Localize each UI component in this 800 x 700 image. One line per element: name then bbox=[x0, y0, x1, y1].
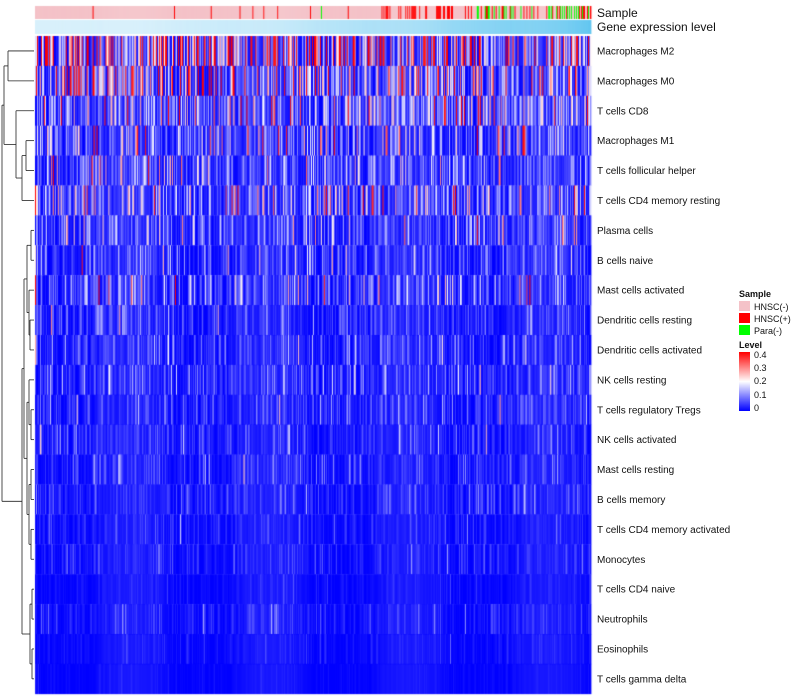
level-tick-2: 0.2 bbox=[754, 376, 767, 386]
level-tick-0: 0.4 bbox=[754, 350, 767, 360]
row-labels: Macrophages M2 Macrophages M0 T cells CD8 M… bbox=[597, 46, 730, 685]
sample-legend: Sample HNSC(-) HNSC(+) Para(-) bbox=[739, 289, 791, 336]
level-tick-4: 0 bbox=[754, 403, 759, 413]
row-label: Macrophages M2 bbox=[597, 46, 675, 57]
level-tick-3: 0.1 bbox=[754, 390, 767, 400]
row-label: T cells gamma delta bbox=[597, 674, 687, 685]
row-label: T cells regulatory Tregs bbox=[597, 405, 701, 416]
row-label: Macrophages M1 bbox=[597, 136, 675, 147]
level-tick-1: 0.3 bbox=[754, 363, 767, 373]
sample-annotation-label: Sample bbox=[597, 6, 638, 20]
row-dendrogram bbox=[1, 50, 34, 680]
row-label: Macrophages M0 bbox=[597, 76, 675, 87]
row-label: NK cells activated bbox=[597, 435, 676, 446]
gene-expression-annotation-label: Gene expression level bbox=[597, 20, 716, 34]
row-label: Dendritic cells resting bbox=[597, 316, 692, 327]
row-label: T cells follicular helper bbox=[597, 166, 696, 177]
row-label: B cells naive bbox=[597, 256, 654, 267]
row-label: Eosinophils bbox=[597, 644, 648, 655]
row-label: Neutrophils bbox=[597, 615, 648, 626]
legend-label-hnsc-pos: HNSC(+) bbox=[754, 314, 791, 324]
row-label: T cells CD4 memory resting bbox=[597, 196, 720, 207]
row-label: T cells CD4 memory activated bbox=[597, 525, 730, 536]
row-label: B cells memory bbox=[597, 495, 665, 506]
legend-label-hnsc-neg: HNSC(-) bbox=[754, 302, 789, 312]
row-label: Mast cells resting bbox=[597, 465, 674, 476]
legend-swatch-hnsc-pos bbox=[739, 313, 750, 323]
row-label: T cells CD8 bbox=[597, 106, 649, 117]
level-legend: Level 0.4 0.3 0.2 0.1 0 bbox=[739, 340, 767, 413]
row-label: NK cells resting bbox=[597, 375, 666, 386]
row-label: Plasma cells bbox=[597, 226, 653, 237]
row-label: Dendritic cells activated bbox=[597, 345, 702, 356]
legend-swatch-hnsc-neg bbox=[739, 301, 750, 311]
row-label: Monocytes bbox=[597, 555, 645, 566]
row-label: T cells CD4 naive bbox=[597, 585, 676, 596]
row-label: Mast cells activated bbox=[597, 286, 684, 297]
sample-legend-title: Sample bbox=[739, 289, 771, 299]
level-legend-title: Level bbox=[739, 340, 762, 350]
legend-swatch-para-neg bbox=[739, 325, 750, 335]
level-color-bar bbox=[739, 352, 750, 411]
legend-label-para-neg: Para(-) bbox=[754, 326, 782, 336]
